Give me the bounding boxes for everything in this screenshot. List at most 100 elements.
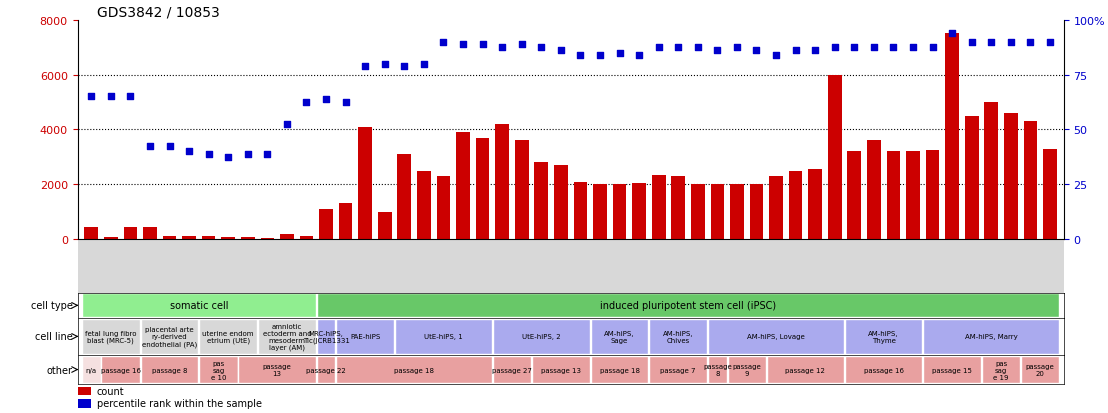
Point [904,45,922,51]
Bar [845,319,923,354]
Bar [258,319,316,354]
Bar [574,182,587,240]
Bar [515,141,529,240]
Text: UtE-hiPS, 2: UtE-hiPS, 2 [522,334,561,339]
Point [591,53,608,59]
Bar [495,125,509,240]
Bar [299,236,314,240]
Point [278,121,296,128]
Text: AM-hiPS, Lovage: AM-hiPS, Lovage [747,334,804,339]
Point [161,143,178,150]
Text: passage 15: passage 15 [932,367,972,373]
Point [649,45,667,51]
Bar [945,34,960,240]
Bar [613,185,626,240]
Bar [868,141,881,240]
Text: cell line: cell line [34,332,73,342]
Bar [923,356,981,384]
Point [552,47,570,54]
Point [181,149,198,155]
Text: amniotic
ectoderm and
mesoderm
layer (AM): amniotic ectoderm and mesoderm layer (AM… [263,323,311,350]
Point [825,45,843,51]
Bar [828,75,842,240]
Bar [317,294,1059,318]
Bar [534,163,548,240]
Text: pas
sag
e 19: pas sag e 19 [993,360,1008,380]
Text: AM-hiPS, Marry: AM-hiPS, Marry [965,334,1017,339]
Bar [493,356,531,384]
Text: cell type: cell type [31,301,73,311]
Bar [141,356,198,384]
Bar [260,238,274,240]
Text: count: count [98,386,124,396]
Bar [1004,114,1018,240]
Text: fetal lung fibro
blast (MRC-5): fetal lung fibro blast (MRC-5) [85,330,136,343]
Text: passage 7: passage 7 [660,367,696,373]
Point [865,45,883,51]
Text: placental arte
ry-derived
endothelial (PA): placental arte ry-derived endothelial (P… [142,326,197,347]
Text: passage
13: passage 13 [263,363,291,376]
Bar [906,152,920,240]
Bar [767,356,844,384]
Bar [671,177,685,240]
Bar [143,227,157,240]
Text: passage 18: passage 18 [599,367,639,373]
Text: PAE-hiPS: PAE-hiPS [350,334,380,339]
Point [533,45,551,51]
Bar [82,319,140,354]
Text: passage 12: passage 12 [786,367,825,373]
Text: n/a: n/a [85,367,96,373]
Bar [965,116,978,240]
Bar [730,185,743,240]
Bar [78,399,91,408]
Bar [649,356,707,384]
Bar [649,319,707,354]
Bar [202,237,215,240]
Point [943,31,961,38]
Point [239,152,257,158]
Point [396,64,413,71]
Point [474,42,492,49]
Point [82,94,100,100]
Point [689,45,707,51]
Bar [984,103,998,240]
Text: passage 13: passage 13 [541,367,581,373]
Point [884,45,902,51]
Text: induced pluripotent stem cell (iPSC): induced pluripotent stem cell (iPSC) [599,301,776,311]
Point [748,47,766,54]
Bar [102,356,140,384]
Bar [199,319,257,354]
Bar [339,204,352,240]
Bar [222,237,235,240]
Point [807,47,824,54]
Bar [923,319,1059,354]
Point [669,45,687,51]
Bar [123,227,137,240]
Bar [633,183,646,240]
Bar [554,166,567,240]
Point [513,42,531,49]
Point [728,45,746,51]
Point [983,39,1001,46]
Text: GDS3842 / 10853: GDS3842 / 10853 [98,5,220,19]
Bar [319,209,332,240]
Bar [769,177,783,240]
Text: percentile rank within the sample: percentile rank within the sample [98,399,261,408]
Text: AM-hiPS,
Chives: AM-hiPS, Chives [663,330,694,343]
Bar [336,319,394,354]
Bar [926,151,940,240]
Bar [199,356,237,384]
Bar [104,237,117,240]
Bar [1024,122,1037,240]
Point [258,152,276,158]
Bar [532,356,589,384]
Point [337,100,355,106]
Bar [394,319,492,354]
Bar [141,319,198,354]
Point [924,45,942,51]
Point [963,39,981,46]
Bar [493,319,589,354]
Point [611,50,628,57]
Bar [317,356,336,384]
Bar [593,185,607,240]
